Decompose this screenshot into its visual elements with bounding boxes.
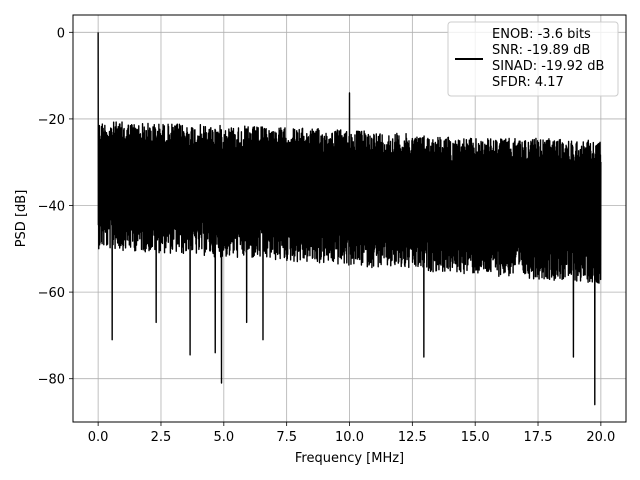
y-tick-label: −40 xyxy=(38,200,65,215)
psd-series xyxy=(97,32,602,406)
x-tick-label: 17.5 xyxy=(524,430,553,445)
y-tick-label: −60 xyxy=(38,286,65,301)
legend-snr: SNR: -19.89 dB xyxy=(492,43,590,58)
x-tick-label: 7.5 xyxy=(276,430,297,445)
x-tick-label: 5.0 xyxy=(213,430,234,445)
x-axis-ticks: 0.0 2.5 5.0 7.5 10.0 12.5 15.0 17.5 20.0 xyxy=(88,422,615,445)
legend-enob: ENOB: -3.6 bits xyxy=(492,27,591,42)
x-tick-label: 20.0 xyxy=(586,430,615,445)
y-tick-label: −80 xyxy=(38,373,65,388)
legend-box xyxy=(447,21,619,97)
y-axis-label: PSD [dB] xyxy=(14,190,29,248)
y-tick-label: 0 xyxy=(57,26,65,41)
psd-series-line xyxy=(97,32,602,406)
x-axis-label: Frequency [MHz] xyxy=(295,451,404,466)
x-tick-label: 10.0 xyxy=(335,430,364,445)
x-tick-label: 15.0 xyxy=(461,430,490,445)
legend-sfdr: SFDR: 4.17 xyxy=(492,75,564,90)
legend-sinad: SINAD: -19.92 dB xyxy=(492,59,604,74)
x-tick-label: 2.5 xyxy=(151,430,172,445)
x-tick-label: 0.0 xyxy=(88,430,109,445)
y-tick-label: −20 xyxy=(38,113,65,128)
legend: ENOB: -3.6 bits SNR: -19.89 dB SINAD: -1… xyxy=(447,21,619,97)
x-tick-label: 12.5 xyxy=(398,430,427,445)
y-axis-ticks: 0 −20 −40 −60 −80 xyxy=(38,26,73,388)
